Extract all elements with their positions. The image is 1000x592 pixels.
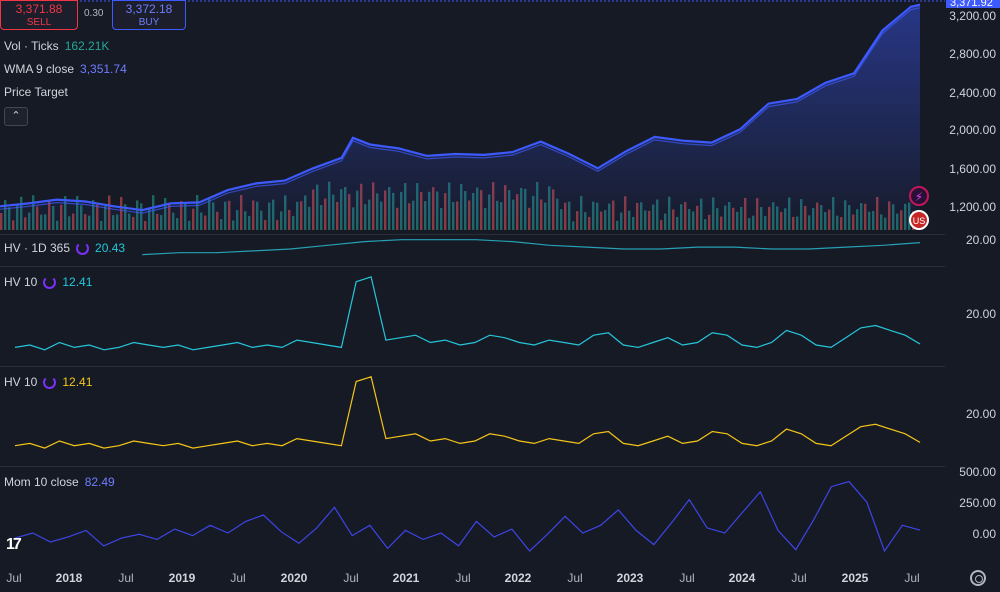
price-axis-label: 2,000.00	[949, 123, 996, 137]
hv10-teal-axis-label: 20.00	[965, 307, 996, 321]
hv10-yellow-line	[14, 376, 921, 449]
buy-label: BUY	[138, 17, 160, 28]
current-price-tag: 3,371.92	[946, 0, 1000, 8]
legend-wma[interactable]: WMA 9 close 3,351.74	[4, 62, 127, 76]
sell-button[interactable]: 3,371.88 SELL	[0, 0, 78, 30]
price-axis-label: 3,200.00	[949, 9, 996, 23]
time-axis-label: 2019	[168, 571, 196, 585]
hv10-yellow-axis-label: 20.00	[965, 407, 996, 421]
chevron-up-icon: ⌃	[11, 110, 21, 122]
settings-gear-icon[interactable]	[970, 570, 986, 586]
time-axis-label: 2018	[55, 571, 83, 585]
legend-hv10-teal-label: HV 10	[4, 275, 38, 289]
legend-hv10-yellow-label: HV 10	[4, 375, 38, 389]
legend-hv10-yellow[interactable]: HV 10 12.41	[4, 375, 92, 389]
collapse-legend-button[interactable]: ⌃	[4, 107, 28, 126]
time-axis-label: 2024	[728, 571, 756, 585]
pane-separator[interactable]	[0, 466, 945, 467]
mom-axis-label: 500.00	[959, 465, 996, 479]
lightning-icon[interactable]: ⚡	[909, 186, 929, 206]
sell-label: SELL	[26, 17, 52, 28]
legend-wma-label: WMA 9 close	[4, 62, 75, 76]
price-area-fill	[0, 4, 920, 231]
price-axis-label: 1,600.00	[949, 162, 996, 176]
time-axis-label: Jul	[343, 571, 359, 585]
time-axis-label: 2020	[280, 571, 308, 585]
mom-axis-label: 250.00	[959, 496, 996, 510]
time-axis-label: Jul	[904, 571, 920, 585]
time-axis-label: 2023	[616, 571, 644, 585]
price-line	[0, 3, 921, 212]
loading-spinner-icon	[43, 275, 57, 289]
spread-value: 0.30	[84, 8, 104, 19]
hv10-teal-line	[14, 276, 921, 351]
legend-momentum-value: 82.49	[84, 475, 115, 489]
time-axis-label: Jul	[118, 571, 134, 585]
tradingview-logo-icon[interactable]: 17	[6, 536, 22, 553]
legend-wma-value: 3,351.74	[80, 62, 127, 76]
legend-hv365-value: 20.43	[95, 241, 126, 255]
legend-volume[interactable]: Vol · Ticks 162.21K	[4, 39, 109, 53]
time-axis-label: 2022	[504, 571, 532, 585]
legend-momentum[interactable]: Mom 10 close 82.49	[4, 475, 115, 489]
mom-axis-label: 0.00	[972, 527, 996, 541]
time-axis-label: Jul	[679, 571, 695, 585]
pane-separator[interactable]	[0, 234, 945, 235]
buy-price: 3,372.18	[125, 2, 173, 16]
momentum-line	[14, 480, 921, 553]
time-axis-label: Jul	[455, 571, 471, 585]
time-axis-label: Jul	[791, 571, 807, 585]
hv365-line	[142, 239, 921, 256]
time-axis-label: 2021	[392, 571, 420, 585]
legend-hv10-teal[interactable]: HV 10 12.41	[4, 275, 92, 289]
legend-volume-value: 162.21K	[64, 39, 110, 53]
price-axis-label: 1,200.00	[949, 200, 996, 214]
pane-separator[interactable]	[0, 366, 945, 367]
legend-volume-label: Vol · Ticks	[4, 39, 59, 53]
legend-hv10-yellow-value: 12.41	[62, 375, 93, 389]
price-axis-label: 2,400.00	[949, 86, 996, 100]
loading-spinner-icon	[76, 241, 90, 255]
legend-hv10-teal-value: 12.41	[62, 275, 93, 289]
legend-hv365[interactable]: HV · 1D 365 20.43	[4, 241, 125, 255]
legend-momentum-label: Mom 10 close	[4, 475, 79, 489]
legend-price-target[interactable]: Price Target	[4, 85, 68, 99]
time-axis-label: Jul	[6, 571, 22, 585]
time-axis-label: Jul	[567, 571, 583, 585]
price-axis-label: 2,800.00	[949, 47, 996, 61]
time-axis-label: 2025	[841, 571, 869, 585]
buy-button[interactable]: 3,372.18 BUY	[112, 0, 186, 30]
legend-price-target-label: Price Target	[4, 85, 68, 99]
time-axis-label: Jul	[230, 571, 246, 585]
legend-hv365-label: HV · 1D 365	[4, 241, 71, 255]
us-flag-icon[interactable]: US	[909, 210, 929, 230]
wma-line	[0, 7, 921, 214]
pane-separator[interactable]	[0, 266, 945, 267]
hv365-axis-label: 20.00	[965, 233, 996, 247]
loading-spinner-icon	[43, 375, 57, 389]
sell-price: 3,371.88	[15, 2, 63, 16]
